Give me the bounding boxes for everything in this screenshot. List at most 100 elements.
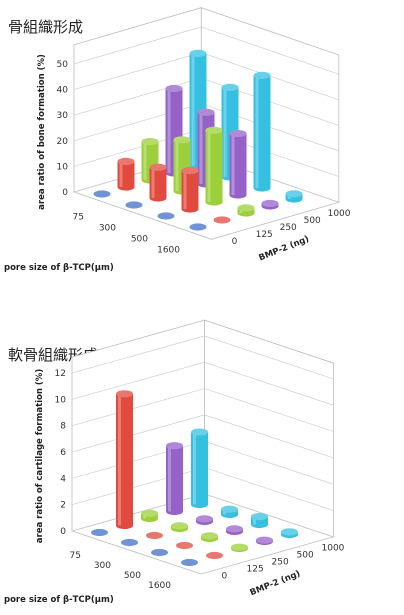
y-tick-label: 12 (55, 369, 66, 379)
x-tick-label: 500 (124, 571, 141, 581)
bar-top (189, 223, 207, 231)
bar-cylinder (176, 541, 193, 550)
x-tick-label: 75 (73, 213, 84, 223)
y-tick-label: 0 (62, 188, 68, 198)
bar-top (189, 49, 207, 57)
bar-cylinder (231, 543, 248, 553)
bar-highlight (119, 161, 123, 187)
bar-cylinder (146, 531, 163, 540)
bar-cylinder (221, 505, 238, 519)
bar-cylinder (166, 442, 183, 516)
bar-cylinder (191, 428, 208, 509)
bar-top (91, 528, 108, 537)
bar-highlight (151, 167, 155, 198)
y-axis-title: area ratio of bone formation (%) (37, 54, 47, 210)
bar-top (281, 528, 298, 536)
z-tick-label: 500 (304, 216, 321, 226)
bar-cylinder (91, 528, 108, 537)
bar-cylinder (181, 558, 198, 567)
bar-cylinder (141, 138, 159, 184)
cartilage-formation-chart: 軟骨組織形成 0 2 4 6 8 10 12 75 300 500 1600 0 125 250 500 10… (0, 300, 404, 615)
y-tick-label: 0 (60, 527, 66, 537)
bar-cylinder (213, 216, 231, 224)
z-tick-label: 125 (247, 565, 264, 575)
bar-highlight (143, 141, 147, 180)
bar-cylinder (261, 199, 279, 210)
bar-cylinder (116, 390, 133, 530)
z-tick-label: 500 (297, 551, 314, 561)
bar-cylinder (125, 201, 143, 209)
bar-top (165, 84, 183, 93)
y-tick-label: 10 (55, 395, 67, 405)
bar-highlight (231, 133, 235, 195)
bar-top (253, 71, 271, 79)
bar-top (201, 532, 218, 540)
bar-top (221, 83, 239, 91)
bar-top (171, 522, 188, 530)
bar-top (176, 541, 193, 550)
bar-top (149, 163, 167, 171)
bar-cylinder (93, 190, 111, 198)
bar-highlight (167, 88, 171, 173)
bar-top (205, 126, 223, 134)
x-axis-title: pore size of β-TCP(μm) (4, 595, 114, 605)
bar-highlight (199, 112, 203, 184)
y-tick-label: 30 (57, 111, 69, 121)
bar-top (285, 190, 303, 198)
x-tick-label: 1600 (148, 581, 171, 591)
bar-cylinder (141, 509, 158, 523)
bar-cylinder (281, 528, 298, 539)
bar-top (116, 390, 133, 398)
bar-highlight (193, 432, 196, 505)
bar-top (251, 513, 268, 521)
bar-top (229, 129, 247, 138)
gridline (71, 361, 334, 406)
bar-top (93, 190, 111, 198)
x-axis-title: pore size of β-TCP(μm) (4, 263, 114, 273)
bar-highlight (223, 87, 227, 177)
x-tick-label: 75 (70, 551, 81, 561)
y-tick-label: 40 (57, 86, 69, 96)
bar-top (196, 515, 213, 523)
bar-cylinder (151, 548, 168, 557)
bar-cylinder (256, 536, 273, 546)
bar-highlight (183, 170, 187, 209)
bar-cylinder (237, 204, 255, 217)
bar-highlight (207, 130, 211, 202)
bar-cylinder (117, 157, 135, 191)
bar-top (197, 108, 215, 116)
bar-top (226, 525, 243, 533)
bar-top (141, 138, 159, 146)
y-tick-label: 50 (57, 60, 69, 70)
bar-cylinder (226, 525, 243, 536)
bar-highlight (175, 139, 179, 191)
bar-cylinder (171, 522, 188, 533)
x-tick-label: 300 (99, 224, 116, 234)
bar-top (173, 136, 191, 144)
bone-formation-plot: 0 10 20 30 40 50 75 300 500 1600 0 125 250 500 1000 are… (4, 7, 351, 273)
y-tick-label: 8 (60, 422, 66, 432)
bar-top (117, 157, 135, 165)
bar-cylinder (285, 190, 303, 203)
gridline (71, 335, 334, 380)
bar-top (157, 212, 175, 220)
x-tick-label: 300 (94, 561, 111, 571)
bar-highlight (191, 53, 195, 166)
z-tick-label: 0 (232, 237, 238, 247)
bar-top (125, 201, 143, 209)
y-tick-label: 4 (60, 474, 66, 484)
cartilage-formation-plot: 0 2 4 6 8 10 12 75 300 500 1600 0 125 250 500 1000 area … (4, 319, 345, 605)
bar-top (121, 538, 138, 547)
y-tick-label: 20 (57, 137, 69, 147)
bar-top (256, 536, 273, 544)
z-tick-label: 0 (222, 572, 228, 582)
bar-highlight (255, 75, 259, 188)
bar-cylinder (196, 515, 213, 526)
bar-top (166, 442, 183, 450)
x-tick-label: 500 (131, 235, 148, 245)
bar-cylinder (121, 538, 138, 547)
z-tick-label: 1000 (322, 544, 345, 554)
y-tick-label: 10 (57, 162, 69, 172)
bar-top (237, 204, 255, 212)
chart-title: 骨組織形成 (8, 18, 84, 36)
